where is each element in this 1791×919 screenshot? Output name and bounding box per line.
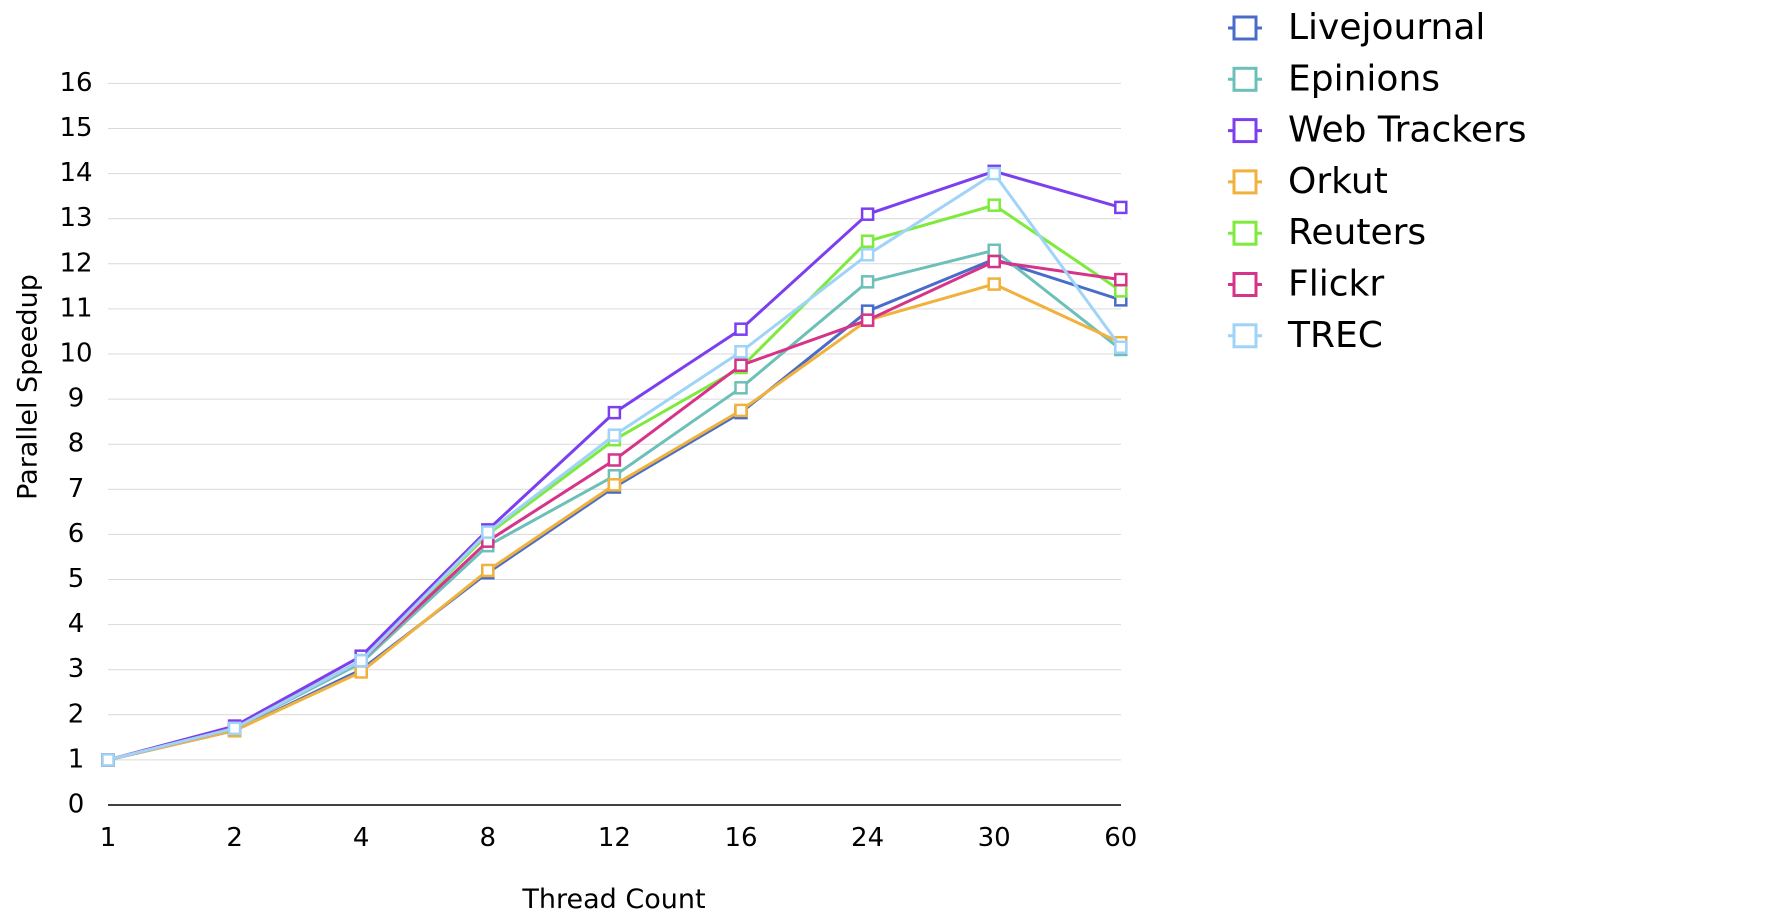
series-line <box>107 172 1123 762</box>
x-tick-label: 30 <box>978 823 1011 853</box>
data-point <box>987 198 1001 212</box>
data-point <box>481 563 495 578</box>
y-axis-title: Parallel Speedup <box>13 274 44 500</box>
data-point <box>860 234 875 248</box>
x-axis-title: Thread Count <box>521 884 705 915</box>
x-tick-label: 60 <box>1104 823 1137 853</box>
legend-item-reuters: Reuters <box>1228 212 1426 253</box>
y-tick-label: 2 <box>68 699 85 729</box>
y-tick-label: 14 <box>59 158 92 188</box>
y-tick-label: 15 <box>59 113 92 143</box>
legend-label: Orkut <box>1288 161 1388 202</box>
y-tick-label: 1 <box>68 744 85 774</box>
x-tick-labels: 1 2 4 8 12 16 24 30 60 <box>100 823 1138 853</box>
legend-label: Epinions <box>1288 58 1440 99</box>
x-tick-label: 24 <box>851 823 884 853</box>
legend-label: Web Trackers <box>1288 110 1527 151</box>
y-tick-label: 11 <box>59 293 92 323</box>
data-point <box>1114 200 1128 215</box>
data-point <box>860 248 875 262</box>
y-tick-label: 5 <box>68 564 85 594</box>
y-tick-label: 12 <box>59 248 92 278</box>
legend-item-flickr: Flickr <box>1228 264 1384 305</box>
legend-item-web-trackers: Web Trackers <box>1228 110 1527 151</box>
data-point <box>1114 340 1128 354</box>
legend-label: Livejournal <box>1288 7 1485 48</box>
series-line <box>107 257 1122 762</box>
data-point <box>734 403 748 418</box>
y-tick-label: 6 <box>68 519 85 549</box>
legend-label: TREC <box>1287 315 1383 356</box>
x-tick-label: 12 <box>598 823 631 853</box>
data-point <box>607 428 622 442</box>
y-tick-label: 13 <box>59 203 92 233</box>
data-point <box>734 344 748 359</box>
series-livejournal <box>101 252 1128 767</box>
legend-marker <box>1232 323 1258 349</box>
series-flickr <box>101 254 1128 767</box>
legend-marker <box>1232 169 1258 195</box>
series-line <box>107 248 1122 762</box>
y-tick-label: 10 <box>59 339 92 369</box>
series-line <box>107 260 1122 762</box>
y-tick-label: 16 <box>59 68 92 98</box>
data-point <box>607 453 622 467</box>
y-tick-label: 7 <box>68 474 85 504</box>
x-tick-label: 8 <box>480 823 497 853</box>
legend-marker <box>1232 118 1258 144</box>
legend-item-orkut: Orkut <box>1228 161 1388 202</box>
y-tick-label: 4 <box>68 609 85 639</box>
legend-marker <box>1232 15 1258 41</box>
legend-label: Reuters <box>1288 212 1426 253</box>
series-epinions <box>101 243 1128 767</box>
data-point <box>987 254 1001 269</box>
data-point <box>987 166 1001 181</box>
x-tick-label: 16 <box>724 823 757 853</box>
legend-item-trec: TREC <box>1228 315 1383 356</box>
data-point <box>607 405 622 420</box>
data-point <box>734 381 748 395</box>
data-point <box>1114 272 1128 287</box>
data-point <box>860 207 875 221</box>
y-tick-label: 0 <box>68 790 85 820</box>
legend-marker <box>1232 272 1258 297</box>
x-tick-label: 4 <box>353 823 370 853</box>
legend-label: Flickr <box>1288 264 1384 305</box>
legend-marker <box>1232 66 1258 92</box>
data-point <box>481 525 495 539</box>
series-orkut <box>101 277 1128 767</box>
data-point <box>1114 284 1128 298</box>
y-tick-label: 8 <box>68 429 85 459</box>
x-tick-label: 1 <box>100 823 117 853</box>
data-point <box>860 275 875 289</box>
data-point <box>987 277 1001 291</box>
data-point <box>734 358 748 373</box>
y-tick-label: 3 <box>68 654 85 684</box>
data-point <box>101 753 115 767</box>
gridlines <box>108 82 1121 761</box>
data-point <box>860 313 875 327</box>
series-trec <box>101 166 1128 767</box>
legend-item-epinions: Epinions <box>1228 58 1440 99</box>
x-tick-label: 2 <box>226 823 243 853</box>
data-point <box>607 478 622 492</box>
legend-item-livejournal: Livejournal <box>1228 7 1485 48</box>
legend: Livejournal Epinions Web Trackers Orkut Reut… <box>1228 7 1527 356</box>
legend-marker <box>1232 220 1258 246</box>
y-tick-label: 9 <box>68 384 85 414</box>
data-point <box>227 721 242 736</box>
data-point <box>354 653 368 668</box>
data-point <box>354 665 368 679</box>
data-point <box>987 243 1001 258</box>
series-line <box>107 282 1122 762</box>
series-lines <box>101 164 1128 767</box>
data-point <box>734 322 748 336</box>
